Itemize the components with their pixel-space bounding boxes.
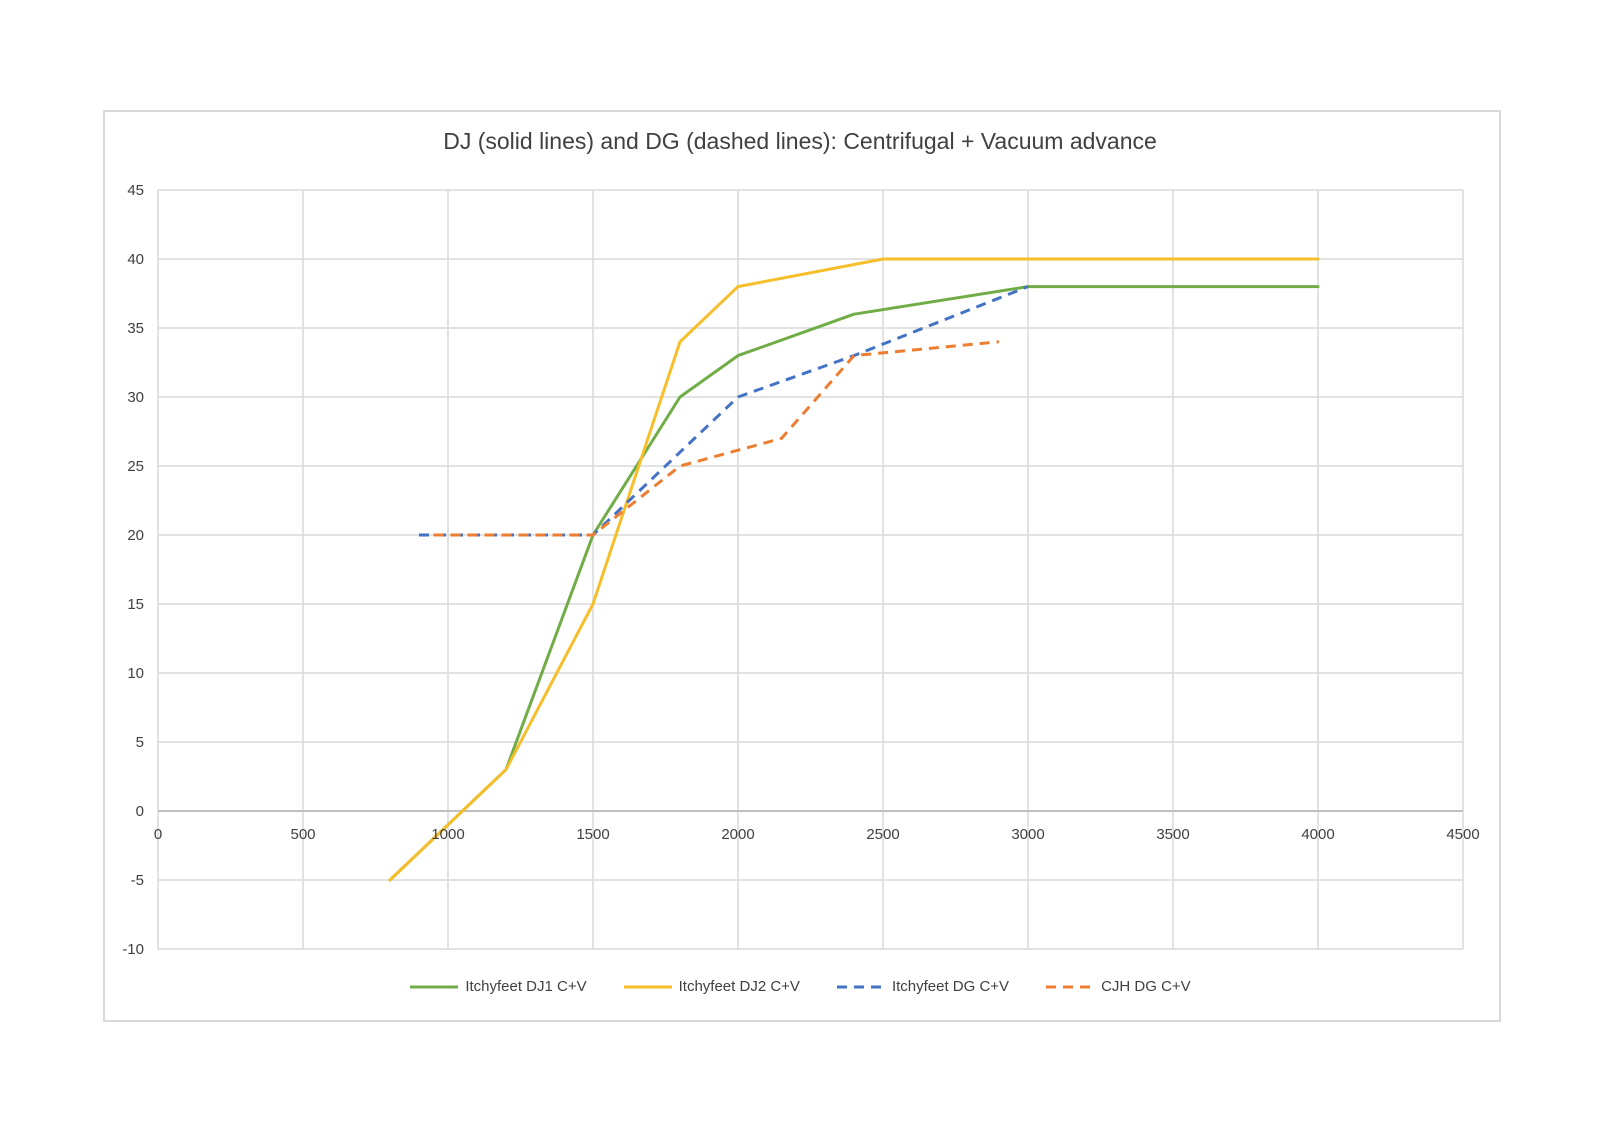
x-tick-label: 4000 <box>1301 826 1334 843</box>
x-tick-label: 500 <box>290 826 315 843</box>
chart-title: DJ (solid lines) and DG (dashed lines): … <box>443 128 1157 154</box>
y-tick-label: 40 <box>127 251 144 268</box>
legend-item: Itchyfeet DG C+V <box>836 978 1009 995</box>
y-tick-label: 45 <box>127 182 144 199</box>
x-tick-label: 3500 <box>1156 826 1189 843</box>
y-tick-label: -10 <box>122 941 144 958</box>
legend-swatch <box>1046 985 1095 988</box>
y-tick-label: 15 <box>127 596 144 613</box>
x-tick-label: 3000 <box>1011 826 1044 843</box>
legend-item: Itchyfeet DJ1 C+V <box>409 978 587 995</box>
legend-label: Itchyfeet DJ1 C+V <box>465 978 587 995</box>
y-tick-label: -5 <box>131 872 144 889</box>
chart-frame <box>103 110 1501 1022</box>
legend-swatch <box>623 985 672 988</box>
y-tick-label: 0 <box>136 803 144 820</box>
series-line-2 <box>388 257 1320 882</box>
series-line-1 <box>388 285 1320 882</box>
chart-legend: Itchyfeet DJ1 C+V Itchyfeet DJ2 C+V Itchyf… <box>0 978 1600 995</box>
y-tick-label: 10 <box>127 665 144 682</box>
legend-label: Itchyfeet DJ2 C+V <box>678 978 800 995</box>
y-tick-label: 35 <box>127 320 144 337</box>
legend-swatch <box>836 985 885 988</box>
legend-item: CJH DG C+V <box>1045 978 1191 995</box>
y-tick-label: 5 <box>136 734 144 751</box>
y-tick-label: 30 <box>127 389 144 406</box>
y-tick-label: 25 <box>127 458 144 475</box>
legend-item: Itchyfeet DJ2 C+V <box>623 978 800 995</box>
series-line-3 <box>419 285 1029 537</box>
legend-swatch <box>410 985 459 988</box>
y-tick-label: 20 <box>127 527 144 544</box>
legend-label: Itchyfeet DG C+V <box>891 978 1010 995</box>
x-tick-label: 2500 <box>866 826 899 843</box>
x-tick-label: 0 <box>154 826 162 843</box>
series-line-4 <box>433 340 1000 537</box>
x-tick-label: 1500 <box>576 826 609 843</box>
x-tick-label: 2000 <box>721 826 754 843</box>
x-tick-label: 1000 <box>431 826 464 843</box>
x-tick-label: 4500 <box>1446 826 1479 843</box>
legend-label: CJH DG C+V <box>1101 978 1191 995</box>
